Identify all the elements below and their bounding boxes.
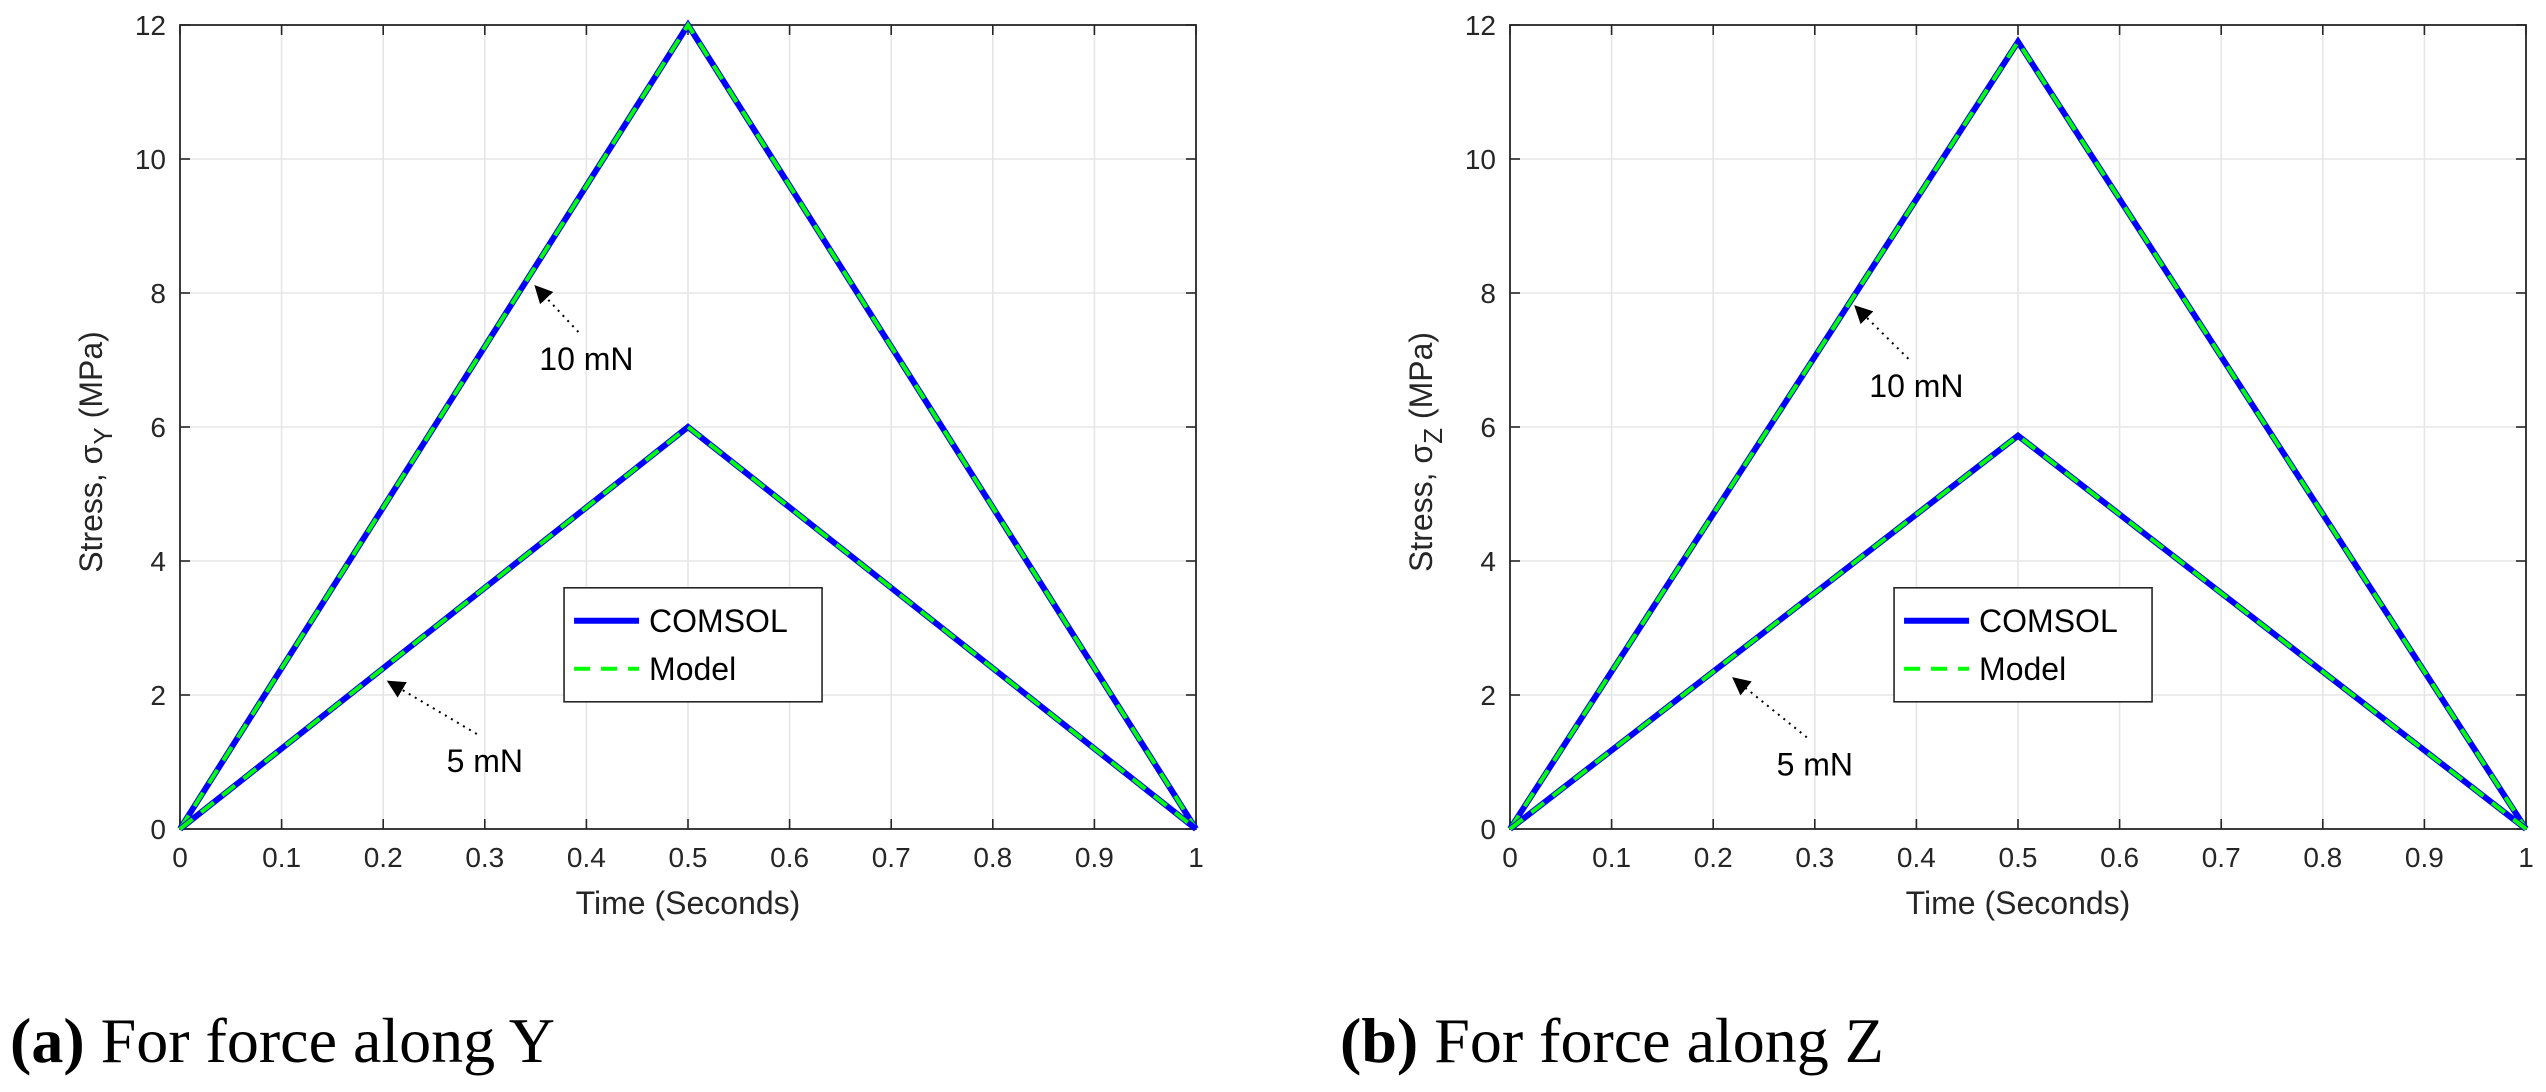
- annotation-label: 10 mN: [539, 341, 633, 377]
- x-tick-label: 0.1: [262, 842, 301, 873]
- x-tick-label: 0.6: [770, 842, 809, 873]
- y-axis-label: Stress, σY (MPa): [73, 331, 118, 573]
- y-tick-label: 10: [1465, 144, 1496, 175]
- x-tick-label: 0.6: [2100, 842, 2139, 873]
- y-tick-label: 0: [1480, 814, 1496, 845]
- y-axis-label-subscript: Z: [1418, 428, 1448, 444]
- x-tick-label: 0.2: [1694, 842, 1733, 873]
- panel-caption-tag: (b): [1340, 1005, 1418, 1076]
- x-tick-label: 0.8: [973, 842, 1012, 873]
- y-tick-label: 6: [150, 412, 166, 443]
- y-tick-label: 0: [150, 814, 166, 845]
- y-axis-label-subscript: Y: [88, 427, 118, 444]
- x-tick-label: 0: [1502, 842, 1518, 873]
- series-line-10-mn-model: [178, 21, 1198, 831]
- panel-a-chart: 0 0.1 0.2 0.3 0.4 0.5 0.6 0.7 0.8 0.9 1024681012Ti…: [10, 10, 1204, 1076]
- panel-caption-text: For force along Y: [101, 1005, 555, 1076]
- annotation-label: 10 mN: [1869, 368, 1963, 404]
- legend-label-comsol: COMSOL: [1979, 603, 2118, 639]
- panel-caption: (a) For force along Y: [10, 1005, 555, 1076]
- x-tick-label: 0.4: [1897, 842, 1936, 873]
- y-tick-label: 8: [150, 278, 166, 309]
- y-tick-label: 10: [135, 144, 166, 175]
- legend-label-model: Model: [1979, 651, 2066, 687]
- x-tick-label: 0.7: [2202, 842, 2241, 873]
- y-axis-label-suffix: (MPa): [73, 331, 109, 427]
- x-tick-label: 0.3: [1795, 842, 1834, 873]
- legend: COMSOL Model: [563, 586, 823, 703]
- y-axis-label-prefix: Stress, σ: [1403, 444, 1439, 572]
- x-tick-label: 0.5: [669, 842, 708, 873]
- legend-label-comsol: COMSOL: [649, 603, 788, 639]
- x-tick-label: 0.1: [1592, 842, 1631, 873]
- y-tick-label: 8: [1480, 278, 1496, 309]
- x-axis-label: Time (Seconds): [576, 885, 801, 921]
- series-line-5-mn-comsol: [178, 423, 1198, 832]
- x-tick-label: 0.5: [1999, 842, 2038, 873]
- x-tick-label: 1: [1188, 842, 1204, 873]
- series-line-5-mn-comsol: [1508, 431, 2528, 832]
- y-tick-label: 12: [1465, 10, 1496, 41]
- annotation-arrow: [1732, 677, 1808, 739]
- y-tick-label: 4: [1480, 546, 1496, 577]
- legend-box: [1893, 586, 2153, 703]
- y-tick-label: 4: [150, 546, 166, 577]
- legend-label-model: Model: [649, 651, 736, 687]
- annotation-label: 5 mN: [1777, 746, 1853, 782]
- annotation-label: 5 mN: [447, 743, 523, 779]
- x-tick-label: 0: [172, 842, 188, 873]
- x-axis-label: Time (Seconds): [1906, 885, 2131, 921]
- x-tick-label: 0.3: [465, 842, 504, 873]
- x-tick-label: 0.9: [2405, 842, 2444, 873]
- y-tick-label: 6: [1480, 412, 1496, 443]
- legend-box: [563, 586, 823, 703]
- y-tick-label: 12: [135, 10, 166, 41]
- annotation-arrow: [386, 680, 478, 735]
- y-axis-label-suffix: (MPa): [1403, 332, 1439, 428]
- legend: COMSOL Model: [1893, 586, 2153, 703]
- y-tick-label: 2: [150, 680, 166, 711]
- series-line-10-mn-model: [1508, 38, 2528, 831]
- x-tick-label: 1: [2518, 842, 2534, 873]
- x-tick-label: 0.7: [872, 842, 911, 873]
- y-axis-label-prefix: Stress, σ: [73, 444, 109, 572]
- panel-caption-text: For force along Z: [1434, 1005, 1884, 1076]
- panel-caption: (b) For force along Z: [1340, 1005, 1884, 1076]
- y-axis-label: Stress, σZ (MPa): [1403, 332, 1448, 572]
- x-tick-label: 0.4: [567, 842, 606, 873]
- x-tick-label: 0.8: [2303, 842, 2342, 873]
- x-tick-label: 0.9: [1075, 842, 1114, 873]
- panel-caption-tag: (a): [10, 1005, 85, 1076]
- panel-b-chart: 0 0.1 0.2 0.3 0.4 0.5 0.6 0.7 0.8 0.9 1024681012Ti…: [1340, 10, 2534, 1076]
- x-tick-label: 0.2: [364, 842, 403, 873]
- y-tick-label: 2: [1480, 680, 1496, 711]
